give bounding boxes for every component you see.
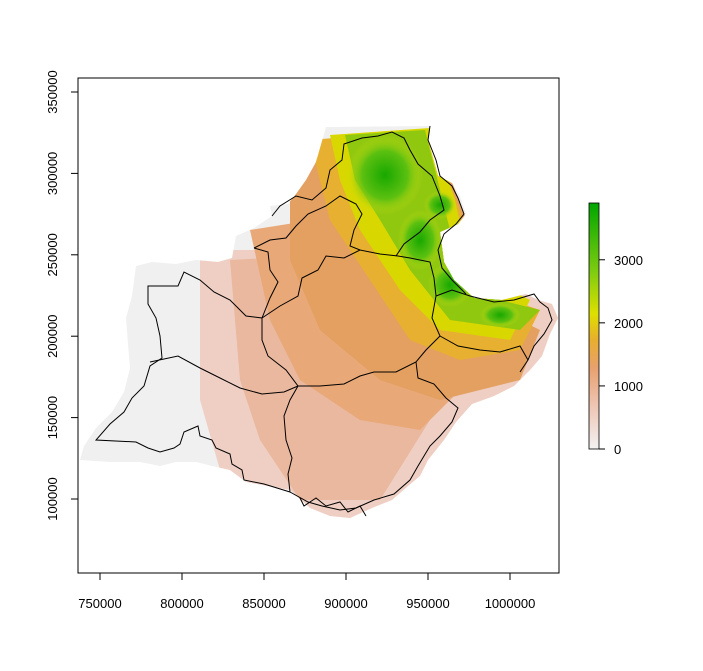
x-tick-label: 750000 [78,596,121,611]
border-var-south [289,361,459,511]
y-tick-label: 250000 [45,233,60,276]
legend: 0 1000 2000 3000 [588,202,643,457]
department-borders [94,125,553,517]
legend-tick-label: 1000 [614,379,643,394]
border-alps-east [427,125,467,295]
x-tick-label: 850000 [242,596,285,611]
border-central [261,249,441,387]
y-tick-label: 200000 [45,315,60,358]
border-east [435,289,553,373]
border-hautes-alpes [253,247,279,319]
x-tick-label: 800000 [160,596,203,611]
y-tick-label: 350000 [45,70,60,113]
x-tick-label: 900000 [324,596,367,611]
border-var-east [439,335,529,361]
y-tick-label: 300000 [45,152,60,195]
legend-tick-label: 0 [614,442,621,457]
legend-tick-label: 3000 [614,253,643,268]
y-tick-label: 100000 [45,477,60,520]
legend-colorbar [588,202,600,450]
y-tick-label: 150000 [45,396,60,439]
y-axis: 100000 150000 200000 250000 300000 350000 [45,70,79,521]
border-vaucluse [149,355,299,395]
x-tick-label: 1000000 [485,596,536,611]
x-tick-label: 950000 [406,596,449,611]
x-axis: 750000 800000 850000 900000 950000 1000000 [78,572,536,611]
border-north [271,131,445,257]
border-west-coast [94,271,299,493]
border-coast-islands [299,497,367,517]
elevation-raster [80,126,558,518]
legend-tick-label: 2000 [614,316,643,331]
border-h-alpes-south [253,195,363,251]
